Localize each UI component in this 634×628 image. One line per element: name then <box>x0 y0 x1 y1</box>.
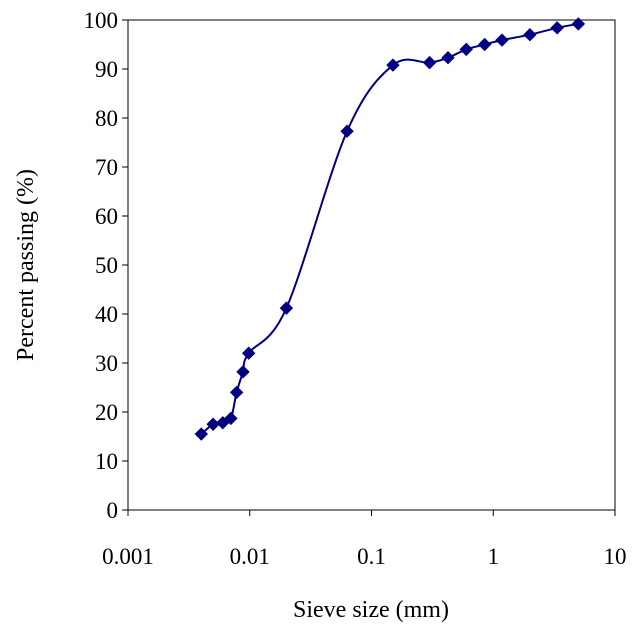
y-axis-ticks: 0 10 20 30 40 50 60 70 80 90 100 <box>84 8 128 523</box>
data-point-marker <box>571 17 586 31</box>
x-tick-label: 0.1 <box>357 544 386 569</box>
data-point-marker <box>441 51 455 65</box>
x-axis-title: Sieve size (mm) <box>293 597 449 623</box>
x-axis-ticks: 0.001 0.01 0.1 1 10 <box>102 510 627 569</box>
x-tick-label: 0.01 <box>230 544 270 569</box>
y-tick-label: 0 <box>107 498 119 523</box>
y-tick-label: 90 <box>95 57 118 82</box>
y-tick-label: 50 <box>95 253 118 278</box>
y-tick-label: 60 <box>95 204 118 229</box>
y-tick-label: 70 <box>95 155 118 180</box>
data-point-marker <box>495 33 509 47</box>
data-point-marker <box>236 365 250 379</box>
y-tick-label: 10 <box>95 449 118 474</box>
y-tick-label: 40 <box>95 302 118 327</box>
y-tick-label: 80 <box>95 106 118 131</box>
y-tick-label: 100 <box>84 8 119 33</box>
data-markers <box>194 17 586 441</box>
data-point-marker <box>459 42 473 57</box>
x-tick-label: 1 <box>488 544 500 569</box>
data-point-marker <box>386 58 400 72</box>
data-point-marker <box>194 427 209 441</box>
y-tick-label: 30 <box>95 351 118 376</box>
data-point-marker <box>241 346 256 360</box>
data-point-marker <box>477 37 492 52</box>
data-point-marker <box>229 385 244 400</box>
data-point-marker <box>523 27 537 42</box>
data-point-marker <box>279 301 294 315</box>
data-point-marker <box>422 55 437 70</box>
y-tick-label: 20 <box>95 400 118 425</box>
data-point-marker <box>224 411 238 426</box>
x-tick-label: 0.001 <box>102 544 154 569</box>
x-tick-label: 10 <box>604 544 627 569</box>
data-point-marker <box>550 21 564 35</box>
y-axis-title: Percent passing (%) <box>13 169 39 361</box>
data-point-marker <box>340 124 354 138</box>
